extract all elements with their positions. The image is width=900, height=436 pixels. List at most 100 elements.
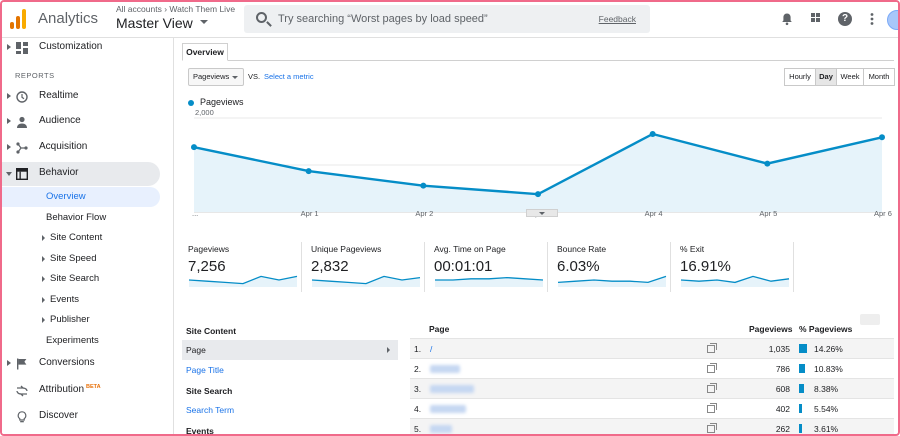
sidebar-item-acquisition[interactable]: Acquisition [2,136,160,160]
sidebar-item-behavior[interactable]: Behavior [2,162,160,186]
behavior-icon [16,168,28,180]
scorecard-value: 00:01:01 [434,258,493,275]
chevron-right-icon [42,256,45,262]
acquisition-icon [16,142,28,154]
chevron-right-icon [42,317,45,323]
analytics-logo-icon[interactable] [10,9,26,29]
sidebar-item-customization[interactable]: Customization [2,36,160,60]
table-row[interactable]: 5. 262 3.61% [410,418,894,434]
account-breadcrumb[interactable]: All accounts › Watch Them Live [116,4,236,14]
data-point[interactable] [191,144,197,151]
chevron-right-icon [42,297,45,303]
search-input[interactable] [278,10,578,28]
table-row[interactable]: 4. 402 5.54% [410,398,894,418]
data-point[interactable] [535,191,541,198]
avatar[interactable] [887,10,898,30]
granularity-hourly-button[interactable]: Hourly [784,68,816,86]
open-link-icon[interactable] [707,423,717,433]
tab-divider [182,60,894,61]
tab-overview[interactable]: Overview [182,43,228,61]
sidebar-item-audience[interactable]: Audience [2,110,160,134]
sidebar-item-label: Publisher [50,314,90,325]
chevron-right-icon [7,44,11,50]
open-link-icon[interactable] [707,363,717,373]
col-pct-header: % Pageviews [799,324,853,334]
sparkline [557,275,667,287]
sidebar-item-site-content[interactable]: Site Content [2,228,160,248]
granularity-day-button[interactable]: Day [815,68,837,86]
sidebar-item-attribution[interactable]: Attribution BETA [2,379,160,403]
pct-value: 8.38% [814,384,839,394]
data-point[interactable] [420,182,427,189]
open-link-icon[interactable] [707,343,717,353]
search-term-link[interactable]: Search Term [186,405,235,415]
sparkline-line [188,275,298,285]
select-metric-link[interactable]: Select a metric [264,72,314,81]
redacted-page-path[interactable] [430,365,460,373]
granularity-week-button[interactable]: Week [836,68,864,86]
view-selector[interactable]: Master View [116,15,193,31]
apps-icon[interactable] [810,12,824,26]
sidebar-item-realtime[interactable]: Realtime [2,85,160,109]
sparkline-line [680,275,790,284]
sidebar-item-behavior-flow[interactable]: Behavior Flow [2,208,160,228]
row-number: 1. [414,344,422,354]
flag-icon [17,358,27,370]
scorecard-name: Pageviews [188,244,230,254]
view-full-report-button[interactable] [860,314,880,325]
bell-icon[interactable] [780,12,794,26]
page-item-label: Page [186,345,206,355]
scorecard[interactable]: Bounce Rate 6.03% [557,242,671,292]
open-link-icon[interactable] [707,403,717,413]
sidebar-item-label: Overview [46,191,86,202]
scorecard[interactable]: Unique Pageviews 2,832 [311,242,425,292]
data-point[interactable] [879,134,885,141]
scorecard[interactable]: Avg. Time on Page 00:01:01 [434,242,548,292]
col-page-header: Page [429,324,450,334]
scorecard-value: 16.91% [680,258,731,275]
redacted-page-path[interactable] [430,405,466,413]
sidebar-item-discover[interactable]: Discover [2,405,160,429]
table-row[interactable]: 1. / 1,035 14.26% [410,338,894,358]
site-search-heading: Site Search [186,386,233,396]
attribution-label: Attribution [39,384,85,395]
chevron-down-icon[interactable] [200,20,208,24]
table-row[interactable]: 3. 608 8.38% [410,378,894,398]
sidebar-item-conversions[interactable]: Conversions [2,352,160,376]
sparkline-area [312,276,420,287]
granularity-month-button[interactable]: Month [863,68,895,86]
scorecard-name: Avg. Time on Page [434,244,506,254]
data-point[interactable] [305,168,312,175]
more-vert-icon[interactable] [865,12,879,26]
sidebar-item-label: Audience [39,115,81,126]
feedback-link[interactable]: Feedback [598,14,636,24]
redacted-page-path[interactable] [430,425,452,433]
sidebar-item-experiments[interactable]: Experiments [2,331,160,351]
page-path-link[interactable]: / [430,344,433,354]
data-point[interactable] [764,160,771,167]
data-point[interactable] [649,130,656,137]
row-number: 5. [414,424,422,434]
sidebar-item-events[interactable]: Events [2,290,160,310]
page-title-link[interactable]: Page Title [186,365,224,375]
site-content-page-item[interactable]: Page [182,340,398,360]
sidebar-item-site-search[interactable]: Site Search [2,269,160,289]
search-bar[interactable]: Feedback [244,5,650,33]
sidebar-item-overview[interactable]: Overview [2,187,160,207]
scorecard[interactable]: Pageviews 7,256 [188,242,302,292]
sidebar-item-label: Site Speed [50,253,97,264]
metric-select[interactable]: Pageviews [188,68,244,86]
scorecard[interactable]: % Exit 16.91% [680,242,794,292]
redacted-page-path[interactable] [430,385,474,393]
pageviews-value: 262 [775,424,790,434]
open-link-icon[interactable] [707,383,717,393]
table-row[interactable]: 2. 786 10.83% [410,358,894,378]
sidebar-item-publisher[interactable]: Publisher [2,310,160,330]
chevron-down-icon [6,172,12,176]
scorecard-value: 7,256 [188,258,226,275]
attribution-icon [16,385,28,397]
help-icon[interactable]: ? [838,12,852,26]
sidebar-item-site-speed[interactable]: Site Speed [2,249,160,269]
chart-collapse-handle[interactable] [526,209,558,217]
